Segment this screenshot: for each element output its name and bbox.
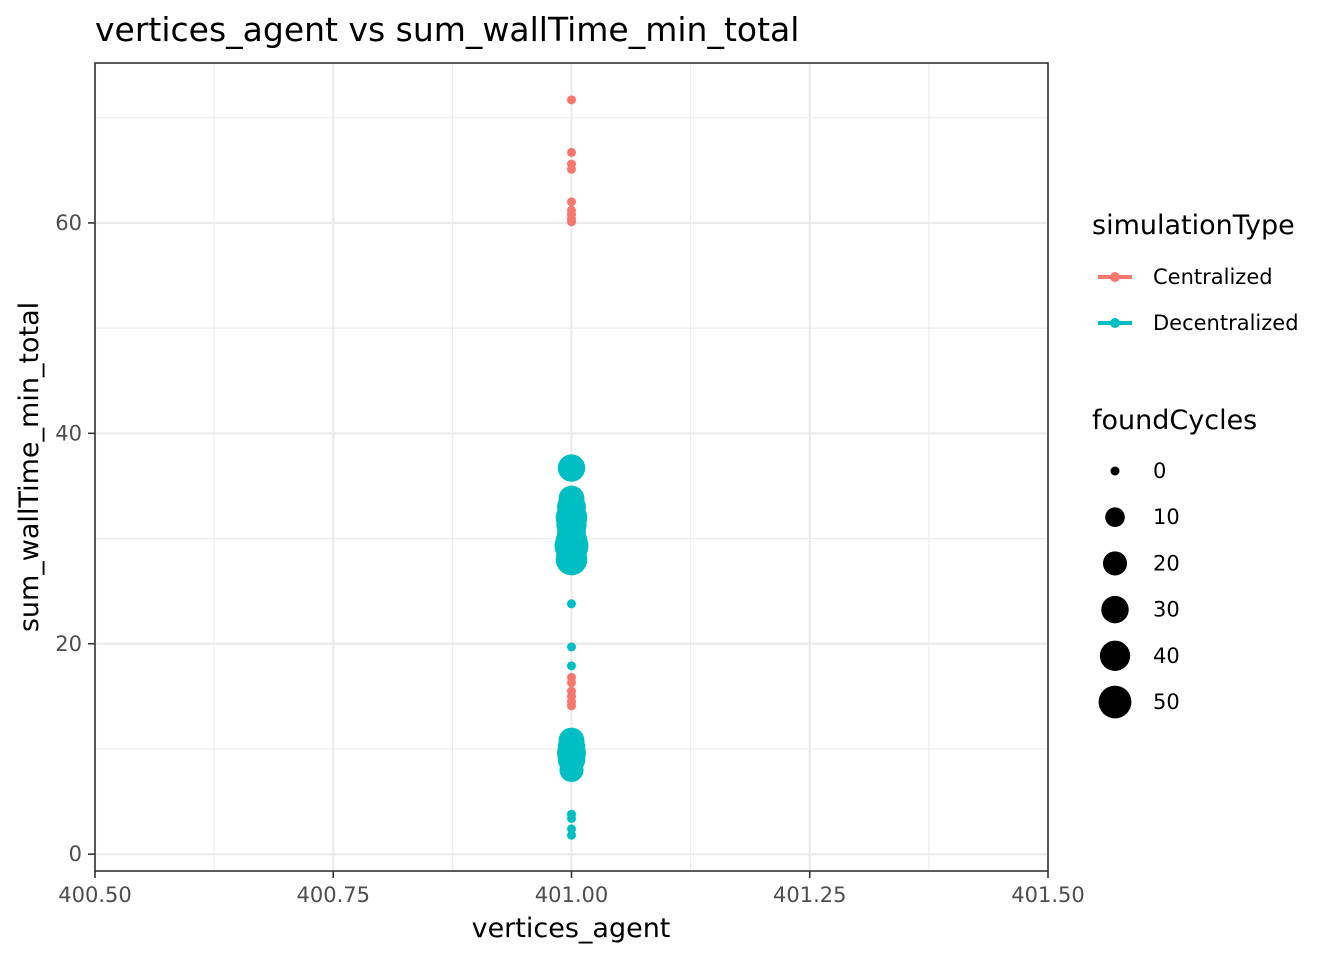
size-legend-key [1110,466,1120,476]
data-point-centralized [567,678,576,688]
legend-key-dot [1110,318,1120,328]
legend-key-dot [1110,272,1120,282]
data-point-decentralized [558,727,585,754]
color-legend: simulationType Centralized Decentralized [1092,210,1299,335]
data-point-decentralized [567,824,576,834]
size-legend-key [1105,507,1125,528]
data-point-decentralized [557,454,586,482]
chart-title: vertices_agent vs sum_wallTime_min_total [95,10,799,49]
data-point-centralized [567,95,576,105]
data-point-decentralized [559,757,584,783]
y-tick-label: 40 [55,421,82,445]
data-point-centralized [567,164,576,174]
size-legend-label: 0 [1153,459,1166,483]
data-point-decentralized [567,813,576,823]
size-legend: foundCycles 0 10 20 30 40 50 [1092,405,1257,719]
data-point-centralized [567,197,576,207]
data-point-decentralized [557,518,586,548]
x-axis: 400.50 400.75 401.00 401.25 401.50 [58,871,1085,907]
x-axis-title: vertices_agent [472,913,671,944]
data-point-decentralized [558,485,585,512]
color-legend-label: Decentralized [1153,311,1299,335]
x-tick-label: 400.75 [297,883,370,907]
x-tick-label: 401.25 [773,883,846,907]
color-legend-label: Centralized [1153,265,1273,289]
x-tick-label: 400.50 [58,883,131,907]
size-legend-key [1102,551,1128,576]
size-legend-label: 10 [1153,505,1180,529]
size-legend-label: 40 [1153,644,1180,668]
size-legend-label: 50 [1153,690,1180,714]
data-point-centralized [567,217,576,227]
x-tick-label: 401.00 [535,883,608,907]
y-tick-label: 60 [55,211,82,235]
data-point-centralized [567,701,576,711]
data-point-decentralized [567,642,576,652]
data-point-decentralized [567,830,576,840]
color-legend-title: simulationType [1092,210,1295,241]
data-point-centralized [567,147,576,157]
size-legend-key [1099,640,1131,671]
y-axis-title: sum_wallTime_min_total [14,302,45,632]
y-axis: 0 20 40 60 [55,211,95,866]
y-tick-label: 0 [69,842,82,866]
size-legend-title: foundCycles [1092,405,1257,436]
size-legend-label: 30 [1153,598,1180,622]
size-legend-label: 20 [1153,551,1180,575]
size-legend-key [1101,595,1129,624]
data-point-decentralized [556,539,587,570]
x-tick-label: 401.50 [1011,883,1084,907]
data-point-decentralized [567,599,576,609]
data-points [554,95,589,840]
size-legend-key [1098,685,1132,719]
y-tick-label: 20 [55,632,82,656]
data-point-decentralized [567,661,576,671]
